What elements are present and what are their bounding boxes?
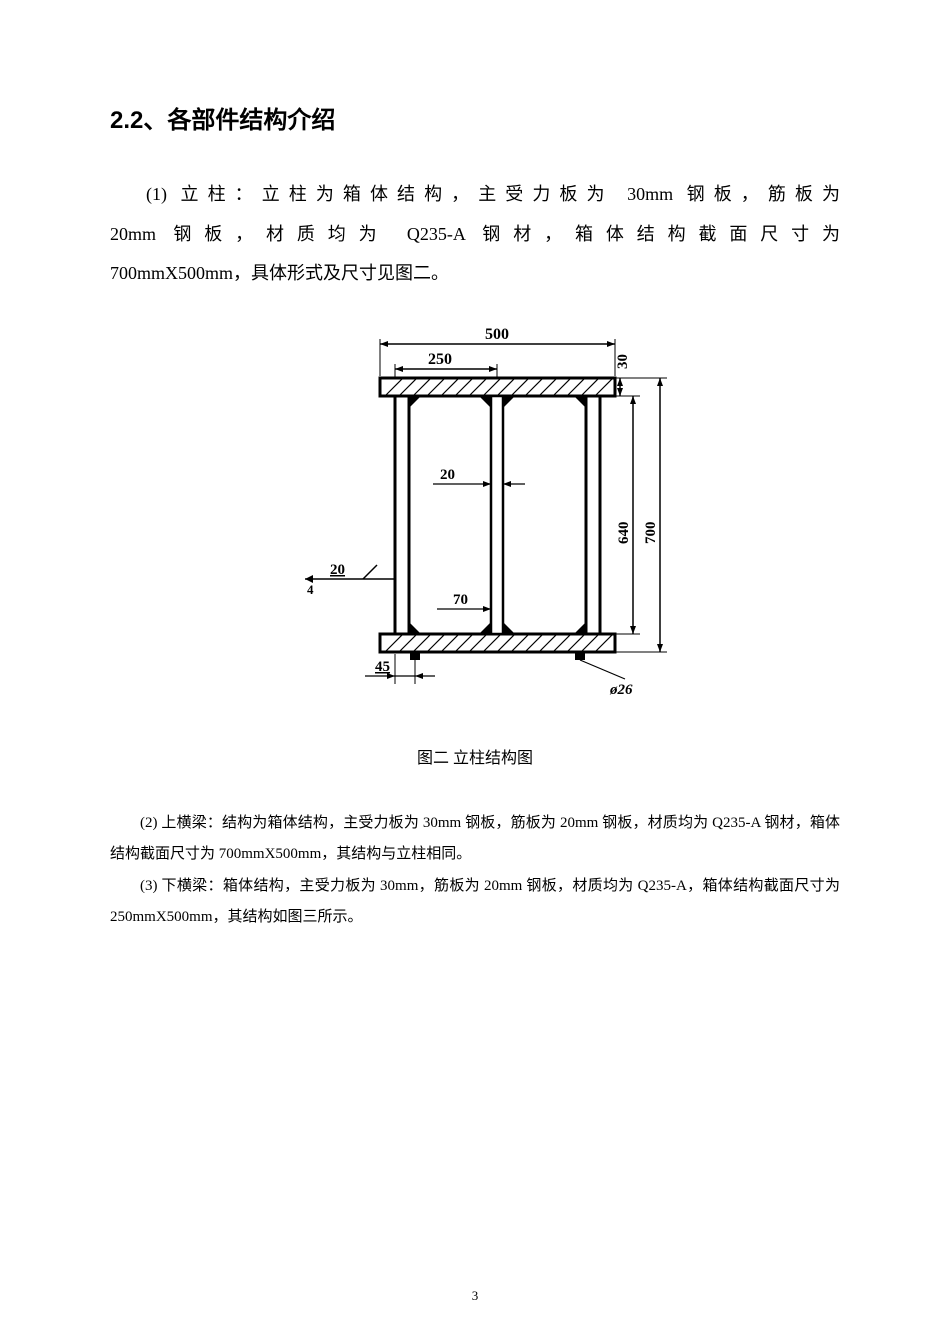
diagram-caption: 图二 立柱结构图 xyxy=(110,744,840,768)
dim-500: 500 xyxy=(485,326,509,343)
paragraph-3: (3) 下横梁：箱体结构，主受力板为 30mm，筋板为 20mm 钢板，材质均为… xyxy=(110,871,840,934)
dim-250: 250 xyxy=(428,351,452,368)
paragraph-1-line-2: 20mm 钢板，材质均为 Q235-A 钢材，箱体结构截面尺寸为 xyxy=(110,215,840,255)
diagram-column-structure: 500 250 30 xyxy=(110,314,840,714)
dim-640: 640 xyxy=(616,521,632,544)
section-heading: 2.2、各部件结构介绍 xyxy=(110,100,840,135)
page-number: 3 xyxy=(472,1288,479,1304)
dim-700: 700 xyxy=(643,521,659,544)
dim-weld-20: 20 xyxy=(330,562,345,578)
dim-weld-4: 4 xyxy=(307,582,314,597)
paragraph-2: (2) 上横梁：结构为箱体结构，主受力板为 30mm 钢板，筋板为 20mm 钢… xyxy=(110,808,840,871)
dim-45: 45 xyxy=(375,659,390,675)
dim-26: ø26 xyxy=(609,682,633,698)
dim-30: 30 xyxy=(615,354,631,369)
paragraph-1-line-1: (1) 立柱：立柱为箱体结构，主受力板为 30mm 钢板，筋板为 xyxy=(110,175,840,215)
dim-inner-20: 20 xyxy=(440,467,455,483)
dim-70: 70 xyxy=(453,592,468,608)
paragraph-1-line-3: 700mmX500mm，具体形式及尺寸见图二。 xyxy=(110,254,840,294)
